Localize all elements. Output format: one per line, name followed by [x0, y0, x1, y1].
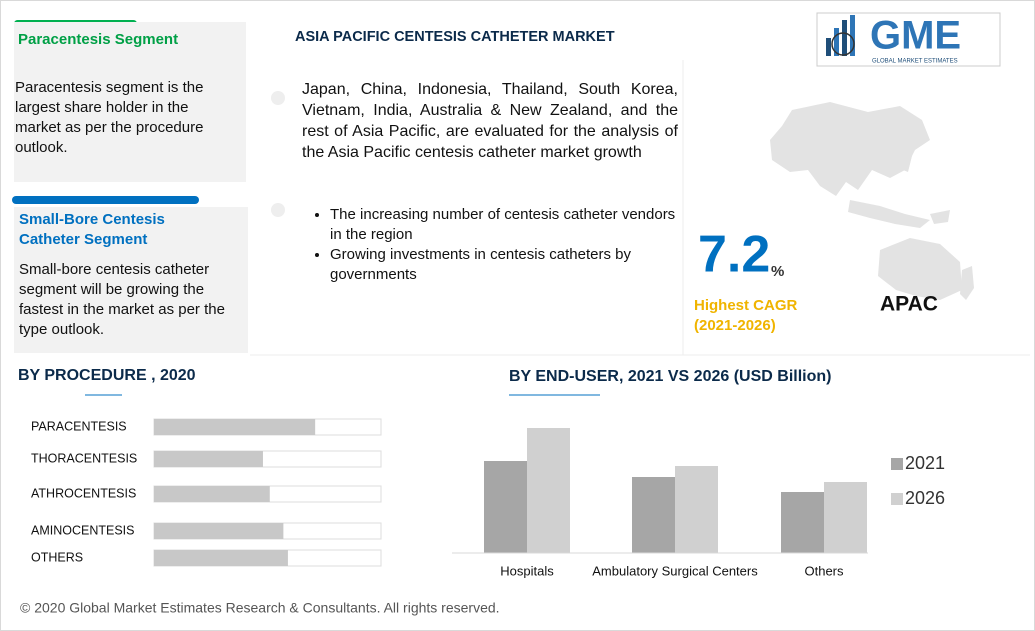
cagr-label: Highest CAGR (2021-2026)	[694, 297, 798, 334]
bar	[154, 523, 284, 539]
bullet: The increasing number of centesis cathet…	[330, 205, 682, 245]
bullet-icon	[271, 91, 285, 105]
segment-title: Paracentesis Segment	[18, 31, 179, 48]
bar	[527, 428, 570, 553]
x-tick-label: Others	[804, 563, 844, 578]
bar	[154, 550, 288, 566]
bar	[484, 461, 527, 553]
chart-title: BY PROCEDURE , 2020	[18, 367, 196, 384]
segment-panel	[14, 207, 248, 353]
bar	[632, 477, 675, 553]
segment-title: Small-Bore Centesis Catheter Segment	[19, 211, 165, 248]
x-tick-label: Ambulatory Surgical Centers	[592, 563, 758, 578]
intro-text: Japan, China, Indonesia, Thailand, South…	[302, 81, 678, 161]
category-label: ATHROCENTESIS	[31, 486, 136, 500]
logo: GME GLOBAL MARKET ESTIMATES	[816, 12, 1001, 67]
category-label: PARACENTESIS	[31, 419, 127, 433]
page-title: ASIA PACIFIC CENTESIS CATHETER MARKET	[295, 29, 615, 45]
bullet-icon	[271, 203, 285, 217]
cagr-unit: %	[771, 263, 784, 280]
x-tick-label: Hospitals	[500, 563, 554, 578]
bar	[154, 451, 263, 467]
bar	[675, 466, 718, 553]
bar	[154, 486, 270, 502]
bullet: Growing investments in centesis catheter…	[330, 245, 682, 285]
bar	[781, 492, 824, 553]
legend-label: 2026	[905, 488, 945, 508]
asia-pacific-map	[770, 102, 974, 300]
bar	[154, 419, 316, 435]
segment-text: Paracentesis segment is the largest shar…	[15, 79, 204, 156]
cagr-value: 7.2	[698, 226, 770, 284]
footer: © 2020 Global Market Estimates Research …	[20, 600, 500, 616]
legend-swatch	[891, 458, 903, 470]
legend-swatch	[891, 493, 903, 505]
chart-title: BY END-USER, 2021 VS 2026 (USD Billion)	[509, 368, 831, 385]
category-label: OTHERS	[31, 550, 83, 564]
logo-text: GME	[870, 14, 961, 58]
category-label: AMINOCENTESIS	[31, 523, 135, 537]
accent-bar	[12, 196, 199, 204]
category-label: THORACENTESIS	[31, 451, 137, 465]
bar	[824, 482, 867, 553]
legend-label: 2021	[905, 453, 945, 473]
segment-panel	[14, 22, 246, 182]
logo-tagline: GLOBAL MARKET ESTIMATES	[872, 59, 958, 65]
region: APAC	[880, 293, 938, 316]
segment-text: Small-bore centesis catheter segment wil…	[19, 261, 225, 338]
bullet-list: The increasing number of centesis cathet…	[302, 205, 682, 285]
